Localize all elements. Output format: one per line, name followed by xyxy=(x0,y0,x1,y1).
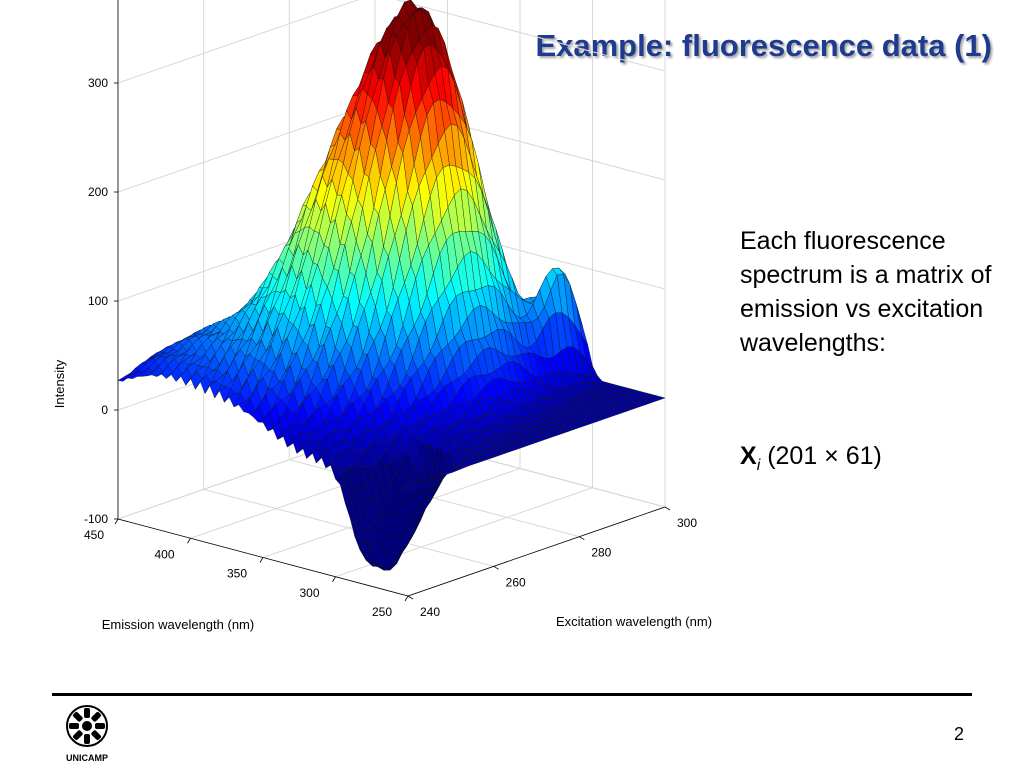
y-tick xyxy=(579,536,585,541)
unicamp-logo: UNICAMP xyxy=(66,705,108,763)
x-tick-label: 450 xyxy=(84,528,104,542)
x-tick xyxy=(259,557,264,563)
y-tick-label: 280 xyxy=(591,546,611,560)
y-tick xyxy=(493,565,499,570)
y-tick xyxy=(664,506,671,511)
z-tick-label: 300 xyxy=(88,76,108,90)
logo-text: UNICAMP xyxy=(66,753,108,763)
plot-surface xyxy=(117,0,666,571)
x-tick xyxy=(114,518,119,525)
z-tick-label: 0 xyxy=(101,403,108,417)
y-tick-label: 260 xyxy=(506,575,526,589)
x-tick xyxy=(187,538,191,544)
y-tick-label: 300 xyxy=(677,516,697,530)
plot-axes: 4003002001000-10045040035030025030028026… xyxy=(84,0,697,619)
x-tick-label: 400 xyxy=(154,547,174,561)
z-tick-label: 200 xyxy=(88,185,108,199)
x-tick-label: 250 xyxy=(372,605,392,619)
x-tick xyxy=(404,595,409,602)
y-axis-label: Excitation wavelength (nm) xyxy=(556,614,712,629)
x-tick-label: 300 xyxy=(299,586,319,600)
surface-patch xyxy=(402,484,415,490)
page-number: 2 xyxy=(953,724,964,744)
y-axis-line xyxy=(407,506,666,597)
matrix-dimensions: (201 × 61) xyxy=(767,442,882,470)
matrix-formula: Xi (201 × 61) xyxy=(740,442,882,475)
x-axis-label: Emission wavelength (nm) xyxy=(102,617,254,632)
matrix-subscript: i xyxy=(756,457,761,474)
z-tick-label: 100 xyxy=(88,294,108,308)
description-text: Each fluorescence spectrum is a matrix o… xyxy=(740,227,992,357)
y-tick-label: 240 xyxy=(420,605,440,619)
z-tick-label: -100 xyxy=(84,512,108,526)
x-tick-label: 350 xyxy=(227,567,247,581)
y-tick xyxy=(407,595,414,600)
x-axis-line xyxy=(117,518,409,597)
z-axis-label: Intensity xyxy=(52,359,67,408)
x-tick xyxy=(332,576,336,582)
matrix-symbol: X xyxy=(740,442,757,470)
footer-rule xyxy=(52,693,972,696)
